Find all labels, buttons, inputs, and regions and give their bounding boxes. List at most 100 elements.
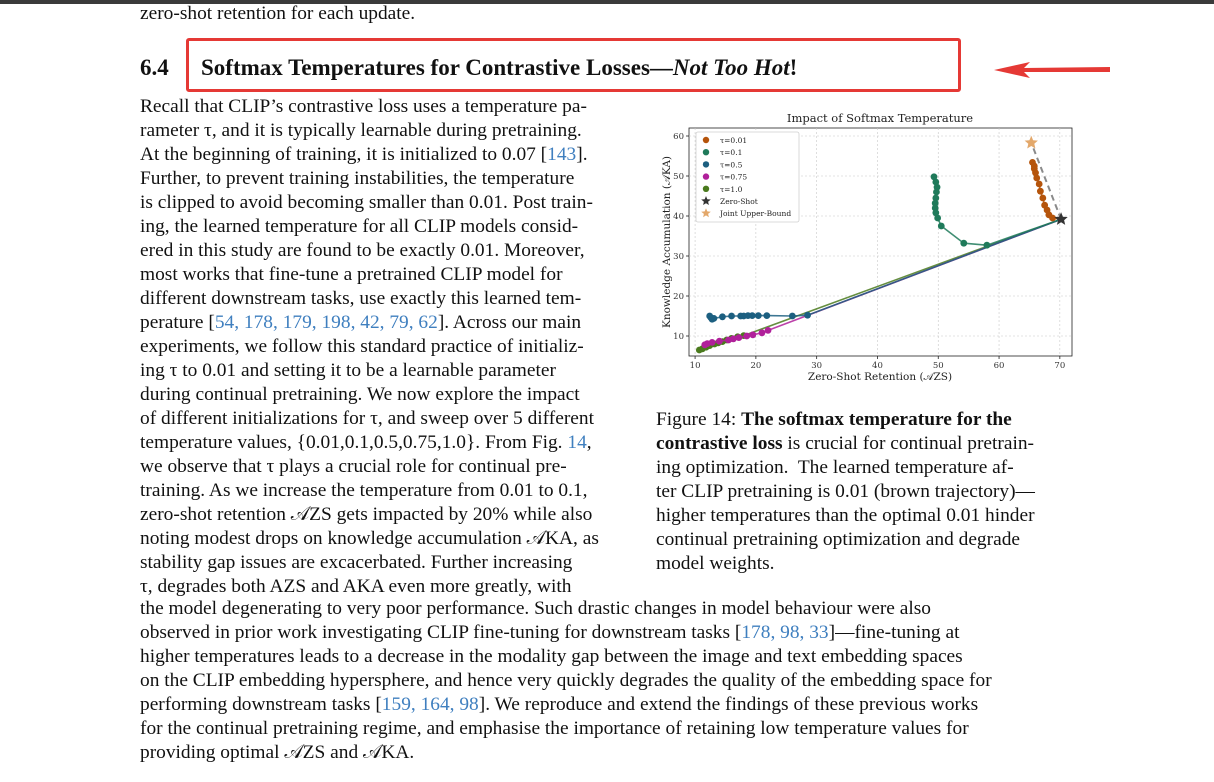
data-point — [1039, 194, 1047, 202]
x-axis-label: Zero-Shot Retention (𝒜ZS) — [808, 371, 952, 383]
x-tick-label: 60 — [994, 361, 1005, 371]
text-line: τ, degrades both AZS and AKA even more g… — [140, 576, 572, 597]
data-point — [715, 337, 723, 345]
citation-link[interactable]: 159, 164, 98 — [381, 694, 479, 715]
chart-title: Impact of Softmax Temperature — [787, 111, 973, 125]
data-point — [749, 331, 757, 339]
data-point — [788, 312, 796, 320]
data-point — [934, 214, 942, 222]
text-line: At the beginning of training, it is init… — [140, 144, 588, 165]
text-line: Recall that CLIP’s contrastive loss uses… — [140, 96, 587, 117]
legend-marker — [702, 185, 710, 192]
data-point — [933, 183, 941, 191]
text-line: of different initializations for τ, and … — [140, 408, 594, 429]
data-point — [735, 334, 743, 341]
window-top-bar — [0, 0, 1214, 4]
text-line: training. As we increase the temperature… — [140, 480, 588, 501]
upper-bound-dashed-line — [1030, 142, 1062, 220]
data-point — [758, 329, 766, 337]
data-point — [1041, 201, 1049, 209]
section-number: 6.4 — [140, 55, 169, 80]
temperature-chart: Impact of Softmax Temperature 10 20 30 40 50… — [661, 111, 1073, 383]
text-line: higher temperatures leads to a decrease … — [140, 646, 963, 667]
legend-label: τ=0.1 — [720, 148, 742, 157]
text-line: the model degenerating to very poor perf… — [140, 598, 931, 619]
caption-line: higher temperatures than the optimal 0.0… — [656, 505, 1035, 526]
text-line: providing optimal 𝒜ZS and 𝒜KA. — [140, 742, 415, 763]
legend-label: τ=0.75 — [720, 173, 747, 182]
y-tick-label: 50 — [673, 172, 684, 182]
x-tick-label: 20 — [750, 361, 761, 371]
y-tick-label: 20 — [673, 292, 684, 302]
data-point — [701, 341, 709, 349]
x-tick-label: 30 — [811, 361, 822, 371]
data-point — [1035, 180, 1043, 188]
legend-label: Zero-Shot — [720, 197, 758, 206]
text-line: rameter τ, and it is typically learnable… — [140, 120, 582, 141]
figure-link[interactable]: 14 — [567, 432, 587, 453]
legend-joint-upper-icon — [701, 208, 711, 218]
data-point — [931, 199, 939, 207]
data-point — [930, 173, 938, 181]
data-point — [737, 312, 745, 320]
red-arrow-icon — [994, 62, 1110, 78]
data-point — [763, 312, 771, 319]
text-line: experiments, we follow this standard pra… — [140, 336, 584, 357]
caption-line: contrastive loss is crucial for continua… — [656, 433, 1034, 454]
caption-line: ing optimization. The learned temperatur… — [656, 457, 1014, 478]
x-tick-label: 70 — [1054, 361, 1065, 371]
data-point — [983, 241, 991, 249]
text-line: on the CLIP embedding hypersphere, and h… — [140, 670, 992, 691]
text-line: zero-shot retention 𝒜ZS gets impacted by… — [140, 504, 593, 525]
data-point — [695, 346, 703, 354]
y-tick-label: 60 — [673, 132, 684, 142]
prev-paragraph-end: zero-shot retention for each update. — [140, 3, 416, 24]
text-line: during continual pretraining. We now exp… — [140, 384, 580, 405]
legend-marker — [702, 149, 710, 156]
data-point — [1036, 187, 1044, 195]
text-line: stability gap issues are excacerbated. F… — [140, 552, 573, 573]
caption-line: continual pretraining optimization and d… — [656, 529, 1020, 550]
data-point — [725, 336, 732, 344]
legend-marker — [702, 136, 710, 144]
axis-ticks: 10 20 30 40 50 60 70 10 20 30 40 50 60 — [673, 132, 1065, 371]
legend-label: Joint Upper-Bound — [719, 209, 791, 218]
y-axis-label: Knowledge Accumulation (𝒜KA) — [661, 156, 673, 328]
data-point — [706, 312, 714, 320]
citation-link[interactable]: 54, 178, 179, 198, 42, 79, 62 — [214, 312, 438, 333]
data-point — [937, 222, 945, 230]
legend-label: τ=0.5 — [720, 160, 743, 169]
legend: τ=0.01 τ=0.1 τ=0.5 τ=0.75 τ=1.0 Zero-Shot Join… — [695, 131, 800, 223]
citation-link[interactable]: 143 — [547, 144, 577, 165]
x-tick-label: 50 — [933, 361, 944, 371]
text-line: Further, to prevent training instabiliti… — [140, 168, 575, 189]
data-point — [728, 312, 735, 320]
data-point — [804, 311, 811, 319]
data-point — [1033, 174, 1041, 182]
text-line: ered in this study are found to be exact… — [140, 240, 585, 261]
text-line: temperature values, {0.01,0.1,0.5,0.75,1… — [140, 432, 592, 453]
series-group — [695, 135, 1068, 354]
highlight-box — [186, 38, 961, 92]
text-line: ing τ to 0.01 and setting it to be a lea… — [140, 360, 556, 381]
figure-caption: Figure 14: The softmax temperature for t… — [656, 409, 1012, 430]
x-tick-label: 40 — [872, 361, 883, 371]
legend-label: τ=1.0 — [720, 185, 743, 194]
data-point — [754, 312, 762, 319]
data-point — [932, 178, 940, 186]
text-line: is clipped to avoid becoming smaller tha… — [140, 192, 593, 213]
data-point — [1029, 159, 1036, 166]
text-line: we observe that τ plays a crucial role f… — [140, 456, 567, 477]
x-tick-label: 10 — [690, 361, 701, 371]
text-line: different downstream tasks, use exactly … — [140, 288, 582, 309]
text-line: observed in prior work investigating CLI… — [140, 622, 960, 643]
text-line: most works that fine-tune a pretrained C… — [140, 264, 563, 285]
text-line: noting modest drops on knowledge accumul… — [140, 528, 599, 549]
y-tick-label: 30 — [673, 252, 684, 262]
legend-marker — [702, 161, 710, 168]
text-line: for the continual pretraining regime, an… — [140, 718, 969, 739]
citation-link[interactable]: 178, 98, 33 — [741, 622, 829, 643]
legend-label: τ=0.01 — [720, 136, 747, 145]
zero-shot-star-icon — [1054, 212, 1068, 225]
data-point — [764, 327, 772, 334]
